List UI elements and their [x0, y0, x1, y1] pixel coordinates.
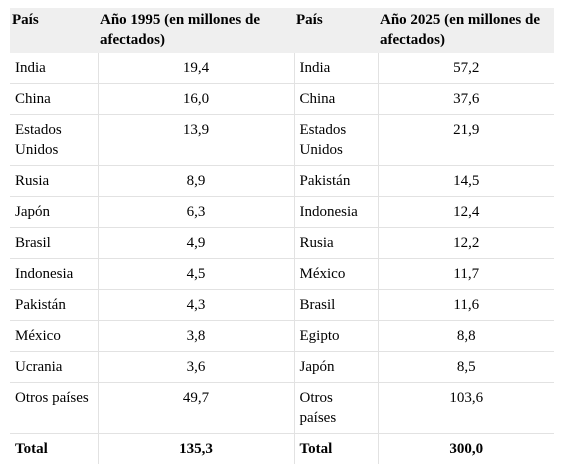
value-1995-cell: 8,9	[98, 165, 295, 197]
country-2025-cell: Indonesia	[294, 196, 379, 228]
table-row: China 16,0 China 37,6	[10, 83, 554, 115]
header-year-2025: Año 2025 (en millones de afectados)	[378, 8, 554, 53]
value-2025-cell: 57,2	[378, 53, 554, 84]
value-2025-cell: 8,5	[378, 351, 554, 383]
country-1995-cell: Rusia	[10, 165, 99, 197]
header-country-1995: País	[10, 8, 98, 53]
total-label-1995: Total	[10, 433, 99, 464]
country-1995-cell: Japón	[10, 196, 99, 228]
table-row: Brasil 4,9 Rusia 12,2	[10, 227, 554, 259]
country-1995-cell: Indonesia	[10, 258, 99, 290]
value-2025-cell: 12,2	[378, 227, 554, 259]
country-1995-cell: Ucrania	[10, 351, 99, 383]
value-1995-cell: 3,6	[98, 351, 295, 383]
country-1995-cell: Pakistán	[10, 289, 99, 321]
country-2025-cell: China	[294, 83, 379, 115]
country-1995-cell: Otros países	[10, 382, 99, 434]
value-2025-cell: 12,4	[378, 196, 554, 228]
country-2025-cell: Japón	[294, 351, 379, 383]
value-2025-cell: 11,7	[378, 258, 554, 290]
country-1995-cell: Estados Unidos	[10, 114, 99, 166]
value-1995-cell: 19,4	[98, 53, 295, 84]
country-2025-cell: India	[294, 53, 379, 84]
country-2025-cell: Estados Unidos	[294, 114, 379, 166]
table-row: Rusia 8,9 Pakistán 14,5	[10, 165, 554, 197]
country-2025-cell: México	[294, 258, 379, 290]
value-2025-cell: 8,8	[378, 320, 554, 352]
table-row: Otros países 49,7 Otros países 103,6	[10, 382, 554, 434]
total-value-1995: 135,3	[98, 433, 295, 464]
header-year-1995: Año 1995 (en millones de afectados)	[98, 8, 294, 53]
value-1995-cell: 13,9	[98, 114, 295, 166]
total-row: Total 135,3 Total 300,0	[10, 433, 554, 464]
table-row: Estados Unidos 13,9 Estados Unidos 21,9	[10, 114, 554, 166]
value-1995-cell: 16,0	[98, 83, 295, 115]
value-1995-cell: 4,5	[98, 258, 295, 290]
value-1995-cell: 4,3	[98, 289, 295, 321]
value-1995-cell: 6,3	[98, 196, 295, 228]
value-2025-cell: 14,5	[378, 165, 554, 197]
value-1995-cell: 4,9	[98, 227, 295, 259]
value-1995-cell: 3,8	[98, 320, 295, 352]
country-2025-cell: Pakistán	[294, 165, 379, 197]
country-1995-cell: Brasil	[10, 227, 99, 259]
country-2025-cell: Otros países	[294, 382, 379, 434]
country-1995-cell: China	[10, 83, 99, 115]
table-header-row: País Año 1995 (en millones de afectados)…	[10, 8, 554, 53]
table-row: Japón 6,3 Indonesia 12,4	[10, 196, 554, 228]
country-2025-cell: Brasil	[294, 289, 379, 321]
table-row: Ucrania 3,6 Japón 8,5	[10, 351, 554, 383]
table-row: Pakistán 4,3 Brasil 11,6	[10, 289, 554, 321]
country-1995-cell: México	[10, 320, 99, 352]
country-2025-cell: Egipto	[294, 320, 379, 352]
value-1995-cell: 49,7	[98, 382, 295, 434]
country-1995-cell: India	[10, 53, 99, 84]
value-2025-cell: 103,6	[378, 382, 554, 434]
table-row: Indonesia 4,5 México 11,7	[10, 258, 554, 290]
table-row: México 3,8 Egipto 8,8	[10, 320, 554, 352]
value-2025-cell: 37,6	[378, 83, 554, 115]
header-country-2025: País	[294, 8, 378, 53]
country-2025-cell: Rusia	[294, 227, 379, 259]
affected-by-country-table: País Año 1995 (en millones de afectados)…	[10, 8, 554, 464]
table-row: India 19,4 India 57,2	[10, 53, 554, 84]
value-2025-cell: 11,6	[378, 289, 554, 321]
value-2025-cell: 21,9	[378, 114, 554, 166]
total-label-2025: Total	[294, 433, 379, 464]
total-value-2025: 300,0	[449, 441, 484, 457]
